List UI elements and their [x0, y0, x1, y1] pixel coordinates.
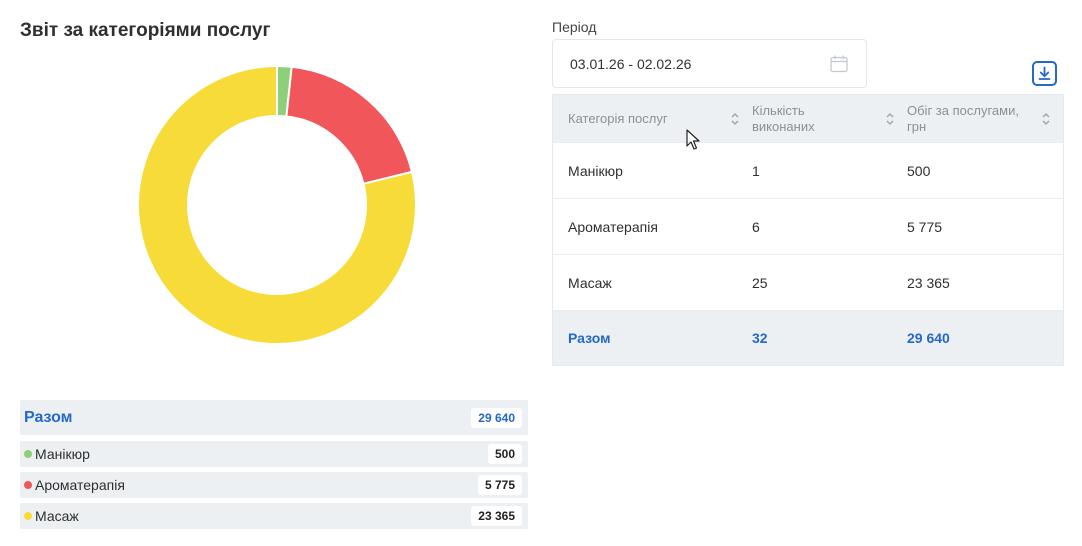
- period-label: Період: [552, 19, 597, 35]
- table-row: Масаж 25 23 365: [553, 254, 1063, 310]
- table-row: Ароматерапія 6 5 775: [553, 198, 1063, 254]
- column-header-count[interactable]: Кількість виконаних: [752, 103, 907, 135]
- period-date-range-input[interactable]: 03.01.26 - 02.02.26: [552, 39, 867, 88]
- sort-icon: [886, 112, 894, 125]
- column-header-category[interactable]: Категорія послуг: [553, 111, 752, 127]
- download-icon: [1038, 66, 1051, 80]
- column-header-turnover[interactable]: Обіг за послугами, грн: [907, 103, 1063, 135]
- legend-dot-icon: [24, 450, 32, 458]
- table-footer-cell: 29 640: [907, 330, 950, 346]
- table-cell: Ароматерапія: [568, 218, 658, 235]
- download-button[interactable]: [1032, 61, 1057, 86]
- table-cell: 6: [752, 218, 760, 235]
- summary-total-value: 29 640: [471, 407, 522, 428]
- table-cell: 25: [752, 274, 768, 291]
- summary-item: Манікюр 500: [20, 441, 528, 467]
- summary-item: Масаж 23 365: [20, 503, 528, 529]
- summary-item-label: Ароматерапія: [35, 477, 125, 493]
- donut-slice-2[interactable]: [285, 65, 414, 186]
- summary-item-value: 23 365: [471, 506, 522, 526]
- table-cell: 500: [907, 162, 931, 179]
- sort-icon: [1042, 112, 1050, 125]
- table-row: Манікюр 1 500: [553, 142, 1063, 198]
- legend-dot-icon: [24, 512, 32, 520]
- summary-total-row: Разом 29 640: [20, 400, 528, 435]
- table-cell: 23 365: [907, 274, 950, 291]
- donut-chart: [137, 65, 417, 345]
- summary-item-value: 5 775: [477, 475, 522, 495]
- summary-panel: Разом 29 640 Манікюр 500 Ароматерапія 5 …: [20, 400, 528, 529]
- table-footer-total: Разом 32 29 640: [553, 310, 1063, 365]
- table-footer-cell: Разом: [568, 330, 611, 346]
- table-header: Категорія послуг Кількість виконаних Обі…: [553, 95, 1063, 142]
- page-title: Звіт за категоріями послуг: [20, 20, 271, 41]
- donut-slice-3[interactable]: [137, 65, 417, 345]
- mouse-cursor-icon: [686, 129, 700, 150]
- table-cell: Манікюр: [568, 162, 623, 179]
- table-cell: 1: [752, 162, 760, 179]
- calendar-icon[interactable]: [829, 54, 849, 74]
- table-footer-cell: 32: [752, 330, 768, 346]
- summary-item-label: Манікюр: [35, 446, 90, 462]
- sort-icon: [731, 112, 739, 125]
- summary-item-label: Масаж: [35, 508, 79, 524]
- services-table: Категорія послуг Кількість виконаних Обі…: [552, 94, 1064, 366]
- summary-item-value: 500: [487, 444, 522, 464]
- summary-item: Ароматерапія 5 775: [20, 472, 528, 498]
- table-cell: 5 775: [907, 218, 943, 235]
- summary-total-label: Разом: [24, 408, 73, 426]
- table-cell: Масаж: [568, 274, 612, 291]
- legend-dot-icon: [24, 481, 32, 489]
- period-value: 03.01.26 - 02.02.26: [570, 55, 692, 72]
